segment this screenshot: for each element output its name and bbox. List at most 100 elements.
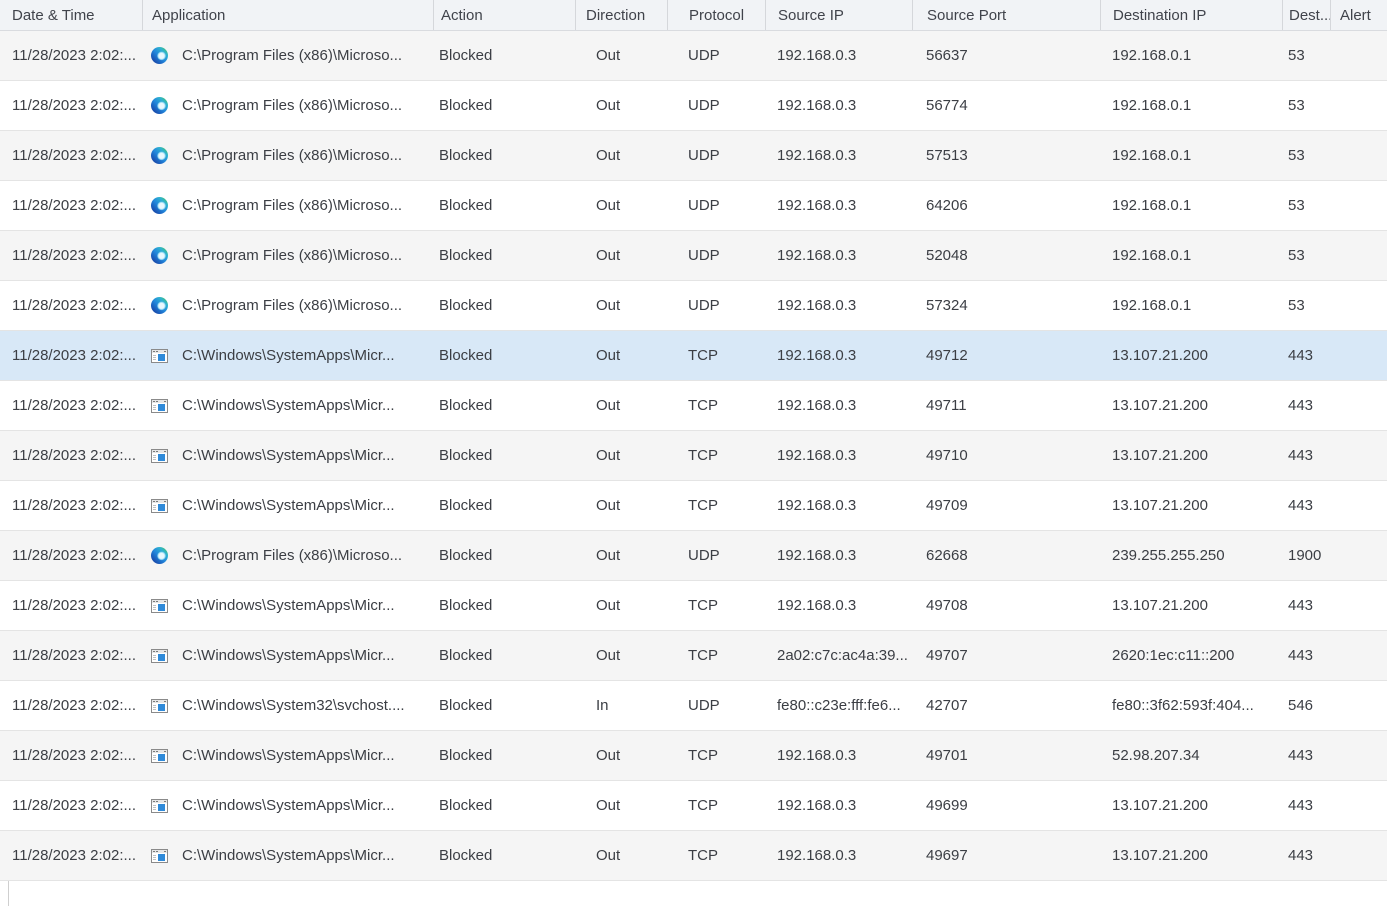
cell-action: Blocked: [439, 447, 493, 464]
table-row[interactable]: 11/28/2023 2:02:... C:\Program Files (x8…: [0, 281, 1387, 331]
table-row[interactable]: 11/28/2023 2:02:... C:\Windows\System32\…: [0, 681, 1387, 731]
cell-application: C:\Program Files (x86)\Microso...: [142, 31, 433, 80]
table-row[interactable]: 11/28/2023 2:02:... C:\Program Files (x8…: [0, 81, 1387, 131]
cell-datetime: 11/28/2023 2:02:...: [12, 747, 136, 764]
table-row[interactable]: 11/28/2023 2:02:... C:\Windows\SystemApp…: [0, 431, 1387, 481]
edge-icon: [151, 297, 168, 314]
table-row[interactable]: 11/28/2023 2:02:... C:\Windows\SystemApp…: [0, 781, 1387, 831]
column-header-source_ip[interactable]: Source IP: [765, 0, 912, 30]
column-header-protocol[interactable]: Protocol: [667, 0, 765, 30]
column-header-destination_ip[interactable]: Destination IP: [1100, 0, 1282, 30]
app-window-icon: [151, 748, 168, 763]
cell-alert: [1330, 131, 1387, 180]
cell-destination-ip: fe80::3f62:593f:404...: [1112, 697, 1254, 714]
cell-destination-ip: 13.107.21.200: [1112, 347, 1208, 364]
cell-source-ip: 192.168.0.3: [777, 547, 857, 564]
table-row[interactable]: 11/28/2023 2:02:... C:\Program Files (x8…: [0, 181, 1387, 231]
cell-application: C:\Windows\SystemApps\Micr...: [142, 831, 433, 880]
cell-direction: Out: [596, 197, 621, 214]
column-header-alert[interactable]: Alert: [1330, 0, 1387, 30]
cell-datetime: 11/28/2023 2:02:...: [12, 247, 136, 264]
cell-action: Blocked: [439, 797, 493, 814]
cell-protocol: TCP: [688, 847, 718, 864]
cell-direction: Out: [596, 747, 621, 764]
table-row[interactable]: 11/28/2023 2:02:... C:\Program Files (x8…: [0, 31, 1387, 81]
edge-icon: [151, 197, 168, 214]
cell-protocol: TCP: [688, 397, 718, 414]
app-window-icon: [151, 398, 168, 413]
cell-datetime: 11/28/2023 2:02:...: [12, 397, 136, 414]
cell-source-ip: 2a02:c7c:ac4a:39...: [777, 647, 908, 664]
cell-source-port: 49711: [926, 397, 967, 414]
column-header-source_port[interactable]: Source Port: [912, 0, 1100, 30]
table-row[interactable]: 11/28/2023 2:02:... C:\Windows\SystemApp…: [0, 631, 1387, 681]
column-header-action[interactable]: Action: [433, 0, 575, 30]
table-row[interactable]: 11/28/2023 2:02:... C:\Windows\SystemApp…: [0, 581, 1387, 631]
application-path: C:\Program Files (x86)\Microso...: [182, 547, 403, 564]
application-path: C:\Program Files (x86)\Microso...: [182, 297, 403, 314]
cell-destination-ip: 2620:1ec:c11::200: [1112, 647, 1235, 664]
cell-source-ip: 192.168.0.3: [777, 747, 857, 764]
table-row[interactable]: 11/28/2023 2:02:... C:\Program Files (x8…: [0, 231, 1387, 281]
app-window-icon: [151, 348, 168, 363]
column-header-direction[interactable]: Direction: [575, 0, 667, 30]
cell-destination-ip: 192.168.0.1: [1112, 297, 1192, 314]
app-window-icon: [151, 648, 168, 663]
cell-direction: Out: [596, 547, 621, 564]
cell-datetime: 11/28/2023 2:02:...: [12, 497, 136, 514]
application-path: C:\Windows\SystemApps\Micr...: [182, 747, 395, 764]
cell-direction: Out: [596, 647, 621, 664]
table-row[interactable]: 11/28/2023 2:02:... C:\Windows\SystemApp…: [0, 381, 1387, 431]
cell-direction: In: [596, 697, 609, 714]
cell-direction: Out: [596, 597, 621, 614]
cell-alert: [1330, 31, 1387, 80]
cell-alert: [1330, 831, 1387, 880]
application-path: C:\Windows\SystemApps\Micr...: [182, 347, 395, 364]
cell-alert: [1330, 281, 1387, 330]
cell-direction: Out: [596, 497, 621, 514]
cell-source-port: 52048: [926, 247, 968, 264]
cell-destination-ip: 239.255.255.250: [1112, 547, 1225, 564]
cell-source-port: 49707: [926, 647, 968, 664]
cell-source-port: 49710: [926, 447, 968, 464]
cell-source-port: 64206: [926, 197, 968, 214]
cell-destination-ip: 192.168.0.1: [1112, 197, 1192, 214]
application-path: C:\Windows\SystemApps\Micr...: [182, 797, 395, 814]
cell-application: C:\Windows\SystemApps\Micr...: [142, 731, 433, 780]
table-row[interactable]: 11/28/2023 2:02:... C:\Program Files (x8…: [0, 531, 1387, 581]
cell-action: Blocked: [439, 497, 493, 514]
column-header-destination_port[interactable]: Dest...: [1282, 0, 1330, 30]
table-row[interactable]: 11/28/2023 2:02:... C:\Program Files (x8…: [0, 131, 1387, 181]
cell-destination-port: 443: [1288, 647, 1314, 664]
cell-protocol: TCP: [688, 447, 718, 464]
table-row[interactable]: 11/28/2023 2:02:... C:\Windows\SystemApp…: [0, 831, 1387, 881]
cell-source-port: 57513: [926, 147, 968, 164]
table-row[interactable]: 11/28/2023 2:02:... C:\Windows\SystemApp…: [0, 481, 1387, 531]
app-window-icon: [151, 598, 168, 613]
application-path: C:\Windows\SystemApps\Micr...: [182, 497, 395, 514]
cell-direction: Out: [596, 97, 621, 114]
cell-destination-ip: 13.107.21.200: [1112, 597, 1208, 614]
cell-action: Blocked: [439, 97, 493, 114]
cell-destination-port: 53: [1288, 147, 1305, 164]
cell-action: Blocked: [439, 247, 493, 264]
cell-destination-port: 53: [1288, 47, 1305, 64]
cell-alert: [1330, 681, 1387, 730]
cell-direction: Out: [596, 247, 621, 264]
cell-datetime: 11/28/2023 2:02:...: [12, 797, 136, 814]
column-header-datetime[interactable]: Date & Time: [12, 6, 95, 24]
cell-datetime: 11/28/2023 2:02:...: [12, 147, 136, 164]
cell-destination-ip: 13.107.21.200: [1112, 847, 1208, 864]
cell-protocol: UDP: [688, 697, 720, 714]
table-row[interactable]: 11/28/2023 2:02:... C:\Windows\SystemApp…: [0, 331, 1387, 381]
cell-protocol: UDP: [688, 197, 720, 214]
cell-application: C:\Program Files (x86)\Microso...: [142, 281, 433, 330]
table-row[interactable]: 11/28/2023 2:02:... C:\Windows\SystemApp…: [0, 731, 1387, 781]
cell-destination-port: 443: [1288, 597, 1314, 614]
cell-action: Blocked: [439, 547, 493, 564]
application-path: C:\Program Files (x86)\Microso...: [182, 97, 403, 114]
cell-alert: [1330, 431, 1387, 480]
column-header-application[interactable]: Application: [142, 0, 433, 30]
cell-action: Blocked: [439, 747, 493, 764]
edge-icon: [151, 247, 168, 264]
